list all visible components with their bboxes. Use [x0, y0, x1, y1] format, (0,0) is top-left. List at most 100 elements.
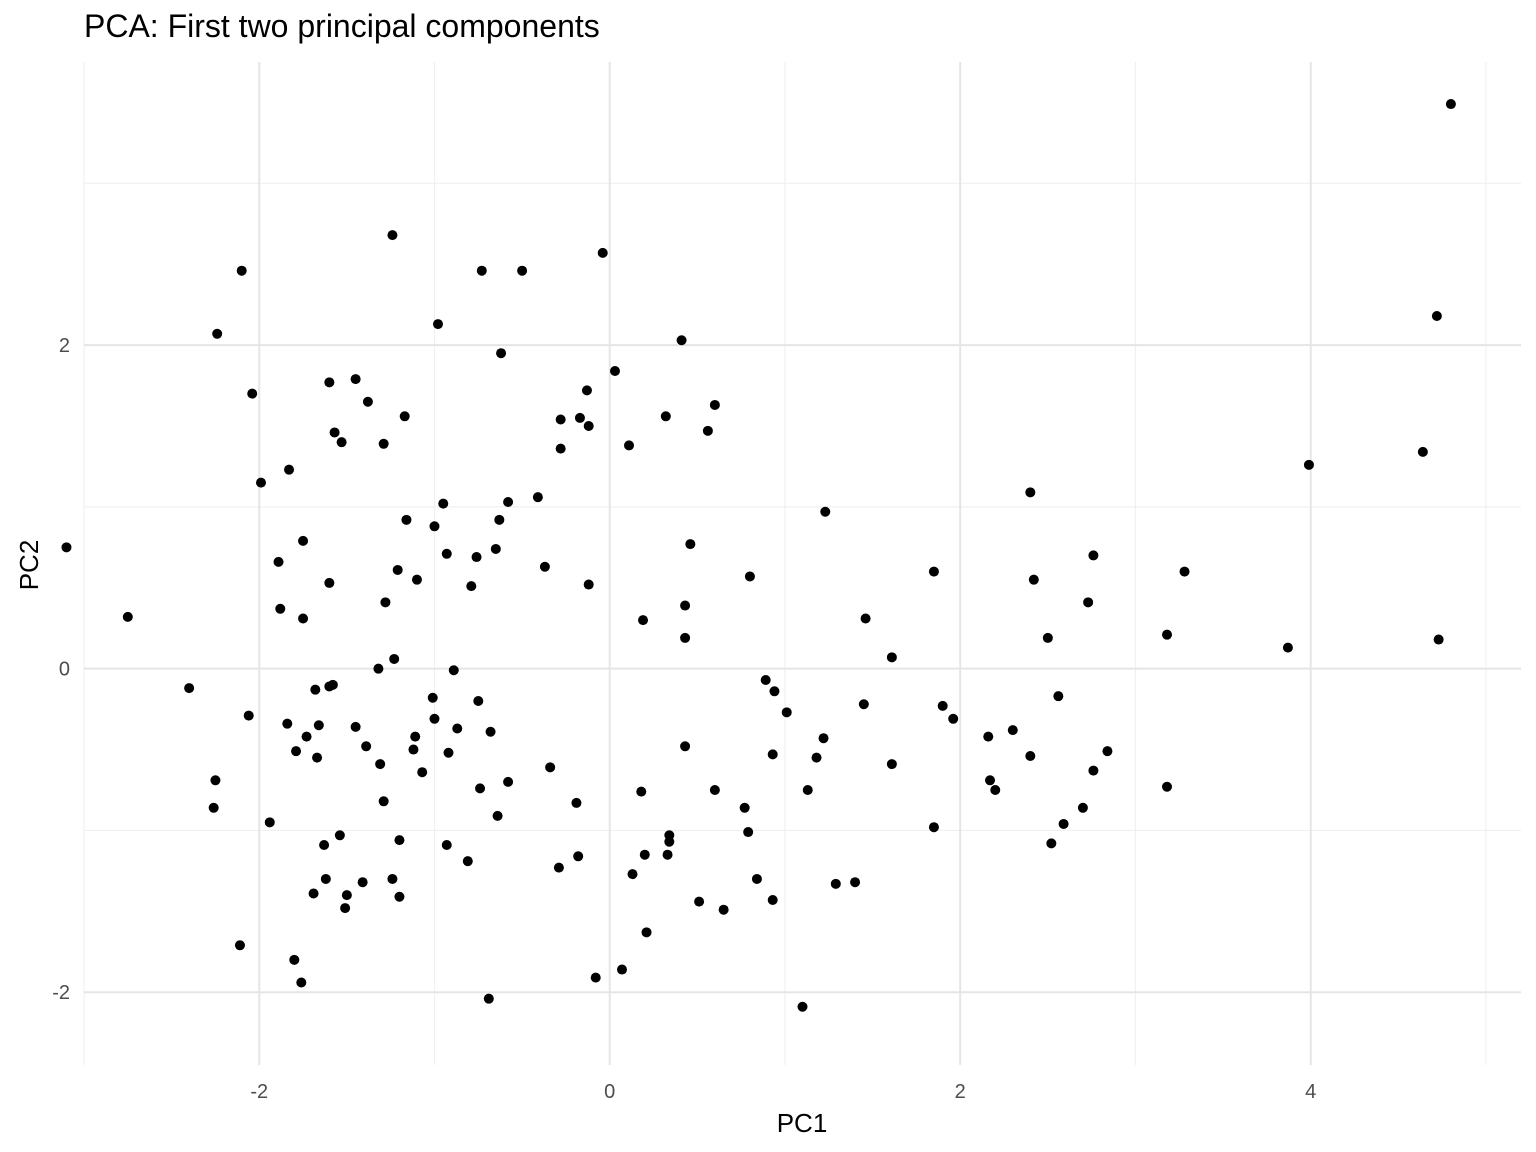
data-point — [324, 377, 335, 388]
data-point — [811, 752, 822, 763]
data-point — [313, 720, 324, 731]
data-point — [760, 674, 771, 685]
data-point — [320, 873, 331, 884]
data-point — [485, 726, 496, 737]
data-point — [319, 839, 330, 850]
data-point — [282, 718, 293, 729]
data-point — [471, 552, 482, 563]
data-point — [818, 733, 829, 744]
data-point — [709, 784, 720, 795]
data-point — [928, 566, 939, 577]
data-point — [616, 964, 627, 975]
data-point — [438, 498, 449, 509]
data-point — [476, 265, 487, 276]
data-point — [61, 542, 72, 553]
data-point — [553, 862, 564, 873]
data-point — [387, 873, 398, 884]
data-point — [503, 497, 514, 508]
data-point — [452, 723, 463, 734]
data-point — [636, 786, 647, 797]
data-point — [664, 830, 675, 841]
data-point — [1058, 818, 1069, 829]
chart-title: PCA: First two principal components — [84, 8, 600, 44]
data-point — [417, 767, 428, 778]
data-point — [429, 521, 440, 532]
data-point — [247, 388, 258, 399]
data-point — [574, 412, 585, 423]
data-point — [410, 731, 421, 742]
data-point — [1433, 634, 1444, 645]
data-point — [583, 420, 594, 431]
data-point — [858, 699, 869, 710]
data-point — [694, 896, 705, 907]
data-point — [555, 443, 566, 454]
data-point — [378, 796, 389, 807]
data-point — [1025, 751, 1036, 762]
data-point — [830, 878, 841, 889]
data-point — [427, 692, 438, 703]
x-tick-label: -2 — [250, 1081, 268, 1103]
data-point — [308, 888, 319, 899]
data-point — [401, 514, 412, 525]
data-point — [767, 894, 778, 905]
data-point — [581, 385, 592, 396]
x-axis-title: PC1 — [777, 1108, 828, 1138]
data-point — [860, 613, 871, 624]
data-point — [539, 561, 550, 572]
data-point — [334, 830, 345, 841]
data-point — [373, 663, 384, 674]
data-point — [380, 597, 391, 608]
data-point — [583, 579, 594, 590]
data-point — [394, 835, 405, 846]
data-point — [680, 600, 691, 611]
data-point — [662, 849, 673, 860]
data-point — [387, 230, 398, 241]
data-point — [1179, 566, 1190, 577]
x-tick-label: 2 — [955, 1081, 966, 1103]
data-point — [676, 335, 687, 346]
data-point — [392, 564, 403, 575]
data-point — [336, 437, 347, 448]
data-point — [441, 839, 452, 850]
data-point — [490, 543, 501, 554]
data-point — [1102, 746, 1113, 757]
data-point — [350, 374, 361, 385]
data-point — [769, 686, 780, 697]
data-point — [886, 652, 897, 663]
data-point — [494, 514, 505, 525]
data-point — [362, 396, 373, 407]
data-point — [532, 492, 543, 503]
data-point — [1282, 642, 1293, 653]
data-point — [473, 696, 484, 707]
data-point — [1162, 629, 1173, 640]
data-point — [492, 810, 503, 821]
data-point — [448, 665, 459, 676]
data-point — [399, 411, 410, 422]
data-point — [639, 849, 650, 860]
y-axis-title: PC2 — [14, 540, 44, 591]
data-point — [298, 535, 309, 546]
data-point — [462, 856, 473, 867]
data-point — [496, 348, 507, 359]
data-point — [475, 783, 486, 794]
data-point — [797, 1001, 808, 1012]
data-point — [389, 653, 400, 664]
data-point — [284, 464, 295, 475]
grid-major-lines — [84, 62, 1521, 1065]
data-point — [983, 731, 994, 742]
y-tick-label: 2 — [59, 335, 70, 357]
data-point — [1303, 459, 1314, 470]
x-tick-label: 0 — [604, 1081, 615, 1103]
data-point — [767, 749, 778, 760]
data-point — [236, 265, 247, 276]
data-point — [990, 784, 1001, 795]
data-point — [517, 265, 528, 276]
data-point — [739, 802, 750, 813]
data-point — [291, 746, 302, 757]
data-point — [296, 977, 307, 988]
data-point — [275, 603, 286, 614]
data-point — [301, 731, 312, 742]
data-point — [411, 574, 422, 585]
data-point — [1025, 487, 1036, 498]
data-point — [483, 993, 494, 1004]
